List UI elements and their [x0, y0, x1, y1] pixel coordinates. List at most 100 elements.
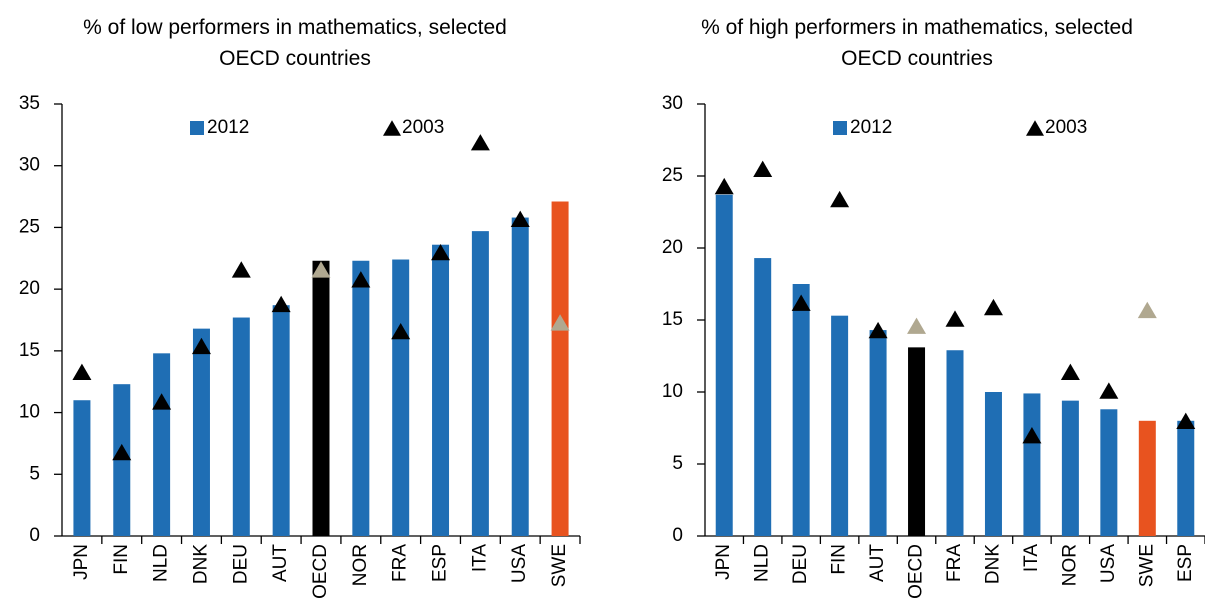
bar — [1023, 393, 1041, 536]
marker-triangle — [791, 294, 811, 311]
marker-triangle — [945, 310, 965, 327]
legend-label: 2003 — [1045, 117, 1087, 138]
x-tick-label: NLD — [151, 544, 172, 582]
marker-triangle — [271, 295, 291, 313]
y-tick-label: 5 — [29, 463, 40, 484]
marker-triangle — [983, 298, 1003, 316]
bar — [946, 350, 964, 536]
bar — [1100, 409, 1118, 536]
y-tick-label: 10 — [19, 402, 40, 423]
x-tick-label: ITA — [469, 544, 490, 572]
y-tick-label: 10 — [662, 381, 683, 402]
legend-swatch — [1026, 120, 1044, 136]
bar — [831, 315, 849, 536]
marker-triangle — [152, 393, 172, 410]
x-tick-label: NOR — [350, 544, 371, 586]
x-tick-label: DNK — [190, 544, 211, 584]
x-tick-label: DEU — [790, 544, 811, 584]
chart-title: % of high performers in mathematics, sel… — [701, 16, 1133, 70]
marker-triangle — [1137, 301, 1157, 319]
marker-triangle — [753, 160, 773, 177]
x-tick-label: OECD — [906, 544, 927, 599]
marker-triangle — [431, 243, 451, 261]
marker-triangle — [550, 314, 570, 331]
x-tick-label: FIN — [111, 544, 132, 575]
y-tick-label: 0 — [29, 525, 40, 546]
y-tick-label: 20 — [662, 237, 683, 258]
legend-swatch — [190, 121, 204, 135]
bar — [1138, 420, 1156, 536]
legend-swatch — [383, 120, 401, 136]
legend-label: 2012 — [850, 117, 892, 138]
marker-triangle — [1176, 412, 1196, 429]
marker-triangle — [351, 271, 371, 288]
bar — [715, 194, 733, 536]
y-tick-label: 15 — [662, 309, 683, 330]
y-tick-label: 25 — [19, 216, 40, 237]
legend-swatch — [833, 121, 847, 135]
marker-triangle — [231, 261, 251, 278]
bar — [1177, 420, 1195, 536]
x-tick-label: FIN — [829, 544, 850, 575]
y-tick-label: 20 — [19, 278, 40, 299]
y-tick-label: 35 — [19, 93, 40, 114]
bar — [192, 328, 210, 536]
x-tick-label: DEU — [230, 544, 251, 584]
y-tick-label: 0 — [672, 525, 683, 546]
bar — [908, 347, 926, 536]
x-tick-label: SWE — [549, 544, 570, 587]
legend-label: 2003 — [402, 117, 444, 138]
x-tick-label: SWE — [1136, 544, 1157, 587]
bar — [392, 259, 410, 536]
marker-triangle — [510, 210, 530, 227]
x-tick-label: USA — [509, 544, 530, 583]
marker-triangle — [1099, 382, 1119, 399]
x-tick-label: AUT — [867, 544, 888, 582]
bar — [754, 258, 772, 536]
x-tick-label: NOR — [1059, 544, 1080, 586]
marker-triangle — [112, 443, 132, 461]
bar — [432, 244, 450, 537]
marker-triangle — [830, 190, 850, 208]
x-tick-label: DNK — [982, 544, 1003, 584]
x-tick-label: FRA — [390, 544, 411, 582]
x-tick-label: ITA — [1021, 544, 1042, 572]
bar — [352, 260, 370, 536]
bar — [73, 400, 91, 536]
x-tick-label: ESP — [1175, 544, 1196, 582]
x-tick-label: JPN — [71, 544, 92, 580]
x-tick-label: AUT — [270, 544, 291, 582]
marker-triangle — [1060, 363, 1080, 381]
x-tick-label: FRA — [944, 544, 965, 582]
bar — [984, 392, 1002, 536]
bar — [551, 201, 569, 536]
bar — [471, 231, 489, 537]
y-tick-label: 30 — [662, 93, 683, 114]
marker-triangle — [311, 261, 331, 278]
marker-triangle — [907, 317, 927, 334]
marker-triangle — [868, 321, 888, 339]
x-tick-label: JPN — [713, 544, 734, 580]
bar — [153, 353, 171, 536]
bar — [869, 330, 887, 536]
bar — [272, 305, 290, 536]
x-tick-label: ESP — [430, 544, 451, 582]
bar — [312, 260, 330, 536]
marker-triangle — [470, 134, 490, 151]
marker-triangle — [72, 363, 92, 381]
y-tick-label: 15 — [19, 340, 40, 361]
marker-triangle — [1022, 427, 1042, 444]
legend-label: 2012 — [207, 117, 249, 138]
marker-triangle — [714, 177, 734, 195]
bar — [511, 217, 529, 536]
y-tick-label: 30 — [19, 155, 40, 176]
chart-title: % of low performers in mathematics, sele… — [83, 16, 507, 70]
x-tick-label: NLD — [752, 544, 773, 582]
marker-triangle — [391, 322, 411, 340]
y-tick-label: 25 — [662, 165, 683, 186]
x-tick-label: OECD — [310, 544, 331, 599]
x-tick-label: USA — [1098, 544, 1119, 583]
y-tick-label: 5 — [672, 453, 683, 474]
